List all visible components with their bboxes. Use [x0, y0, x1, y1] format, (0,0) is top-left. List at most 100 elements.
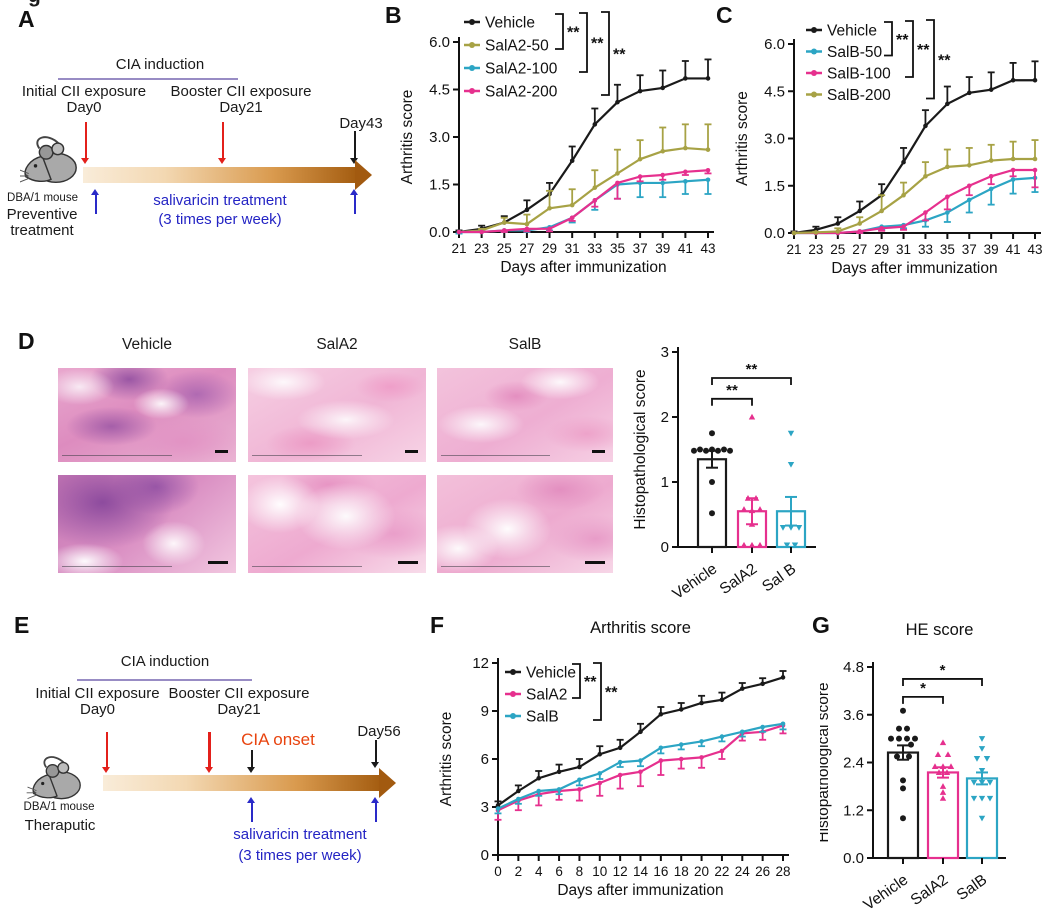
svg-text:25: 25 [497, 241, 512, 256]
svg-text:9: 9 [481, 703, 489, 720]
histology-column-title-salb: SalB [508, 336, 542, 353]
red-arrow-day0-e [102, 732, 111, 773]
histology-image-salb-row2 [437, 475, 613, 573]
svg-text:41: 41 [1006, 242, 1021, 257]
svg-text:Arthritis score: Arthritis score [438, 712, 455, 807]
cia-induction-line-a [58, 78, 238, 80]
svg-text:**: ** [605, 685, 618, 702]
svg-text:14: 14 [633, 864, 649, 879]
svg-text:4.5: 4.5 [429, 82, 450, 99]
panel-c-label: C [716, 2, 733, 28]
svg-text:23: 23 [474, 241, 489, 256]
svg-text:6: 6 [481, 751, 489, 768]
svg-text:10: 10 [592, 864, 607, 879]
treatment-frequency-e: (3 times per week) [238, 847, 362, 864]
panel-d-label: D [18, 328, 35, 354]
scale-ruler [441, 566, 551, 567]
svg-text:21: 21 [786, 242, 801, 257]
booster-exposure-a: Booster CII exposure [170, 83, 312, 100]
svg-text:2: 2 [661, 409, 669, 426]
svg-text:SalB: SalB [526, 709, 559, 726]
svg-text:21: 21 [451, 241, 466, 256]
mouse-icon-a [20, 136, 77, 184]
svg-text:41: 41 [678, 241, 693, 256]
timeline-arrowhead-e [379, 768, 396, 798]
svg-text:37: 37 [633, 241, 648, 256]
timeline-arrow-e [103, 775, 379, 791]
scale-bar [585, 561, 605, 564]
cia-induction-title-e: CIA induction [120, 653, 210, 670]
svg-text:39: 39 [655, 241, 670, 256]
panel-f-chart: Arthritis score 0 3 6 9 12 0 2 4 6 8 10 12 14 16 18 20 22… [420, 610, 802, 917]
svg-text:Vehicle: Vehicle [861, 871, 912, 914]
scale-bar [215, 450, 228, 453]
svg-text:Days after immunization: Days after immunization [831, 260, 997, 277]
svg-text:SalA2: SalA2 [526, 687, 567, 704]
svg-text:8: 8 [576, 864, 584, 879]
chart-svg-D: 0 1 2 3 Histopathological score VehicleSalA2S… [632, 344, 816, 603]
svg-text:0.0: 0.0 [429, 224, 450, 241]
panel-a-label: A [18, 6, 35, 32]
svg-text:24: 24 [735, 864, 751, 879]
panel-g-chart: HE score 0.0 1.2 2.4 3.6 4.8 Histopathological… [815, 610, 1047, 917]
svg-text:**: ** [567, 25, 580, 42]
svg-text:SalA2: SalA2 [908, 871, 952, 909]
svg-text:35: 35 [610, 241, 625, 256]
scale-ruler [252, 566, 363, 567]
svg-text:0.0: 0.0 [843, 850, 864, 867]
svg-text:1: 1 [661, 474, 669, 491]
svg-text:4.8: 4.8 [843, 659, 864, 676]
svg-text:*: * [920, 680, 926, 697]
mouse-icon-e [26, 756, 81, 800]
bar-SalB [775, 430, 807, 553]
bar-Vehicle [886, 707, 920, 864]
svg-text:1.2: 1.2 [843, 802, 864, 819]
salivaricin-treatment-e: salivaricin treatment [233, 826, 367, 843]
cia-onset-label: CIA onset [241, 730, 315, 749]
timeline-arrow-a [83, 167, 355, 183]
svg-text:SalB-100: SalB-100 [827, 66, 891, 83]
svg-text:SalA2-50: SalA2-50 [485, 38, 549, 55]
group-label-e: Theraputic [24, 817, 96, 834]
scale-bar [398, 561, 418, 564]
svg-text:29: 29 [542, 241, 557, 256]
svg-text:27: 27 [852, 242, 867, 257]
svg-text:20: 20 [694, 864, 709, 879]
day21-a: Day21 [219, 99, 263, 116]
series-SalA2-50 [456, 123, 712, 235]
svg-text:33: 33 [587, 241, 602, 256]
blue-arrow-end-a [350, 189, 359, 214]
svg-text:0: 0 [481, 847, 489, 864]
booster-exposure-e: Booster CII exposure [168, 685, 310, 702]
svg-text:39: 39 [984, 242, 999, 257]
scale-bar [592, 450, 605, 453]
panel-e-label: E [14, 612, 30, 638]
svg-text:3.6: 3.6 [843, 707, 864, 724]
panel-f-label: F [430, 612, 445, 638]
svg-text:6.0: 6.0 [429, 34, 450, 51]
scale-ruler [62, 455, 173, 456]
bar-Vehicle [691, 430, 733, 553]
svg-text:**: ** [591, 36, 604, 53]
svg-text:Days after immunization: Days after immunization [557, 882, 723, 899]
scale-ruler [62, 566, 173, 567]
svg-text:31: 31 [896, 242, 911, 257]
day56-e: Day56 [357, 723, 401, 740]
bar-SalA2 [926, 739, 960, 864]
series-SalA2-200 [456, 167, 712, 235]
blue-arrow-onset-e [247, 797, 256, 822]
svg-text:SalB-50: SalB-50 [827, 44, 883, 61]
cia-induction-line-e [77, 679, 252, 681]
svg-text:33: 33 [918, 242, 933, 257]
mouse-strain-label-a: DBA/1 mouse [7, 192, 78, 204]
svg-text:35: 35 [940, 242, 955, 257]
svg-text:1.5: 1.5 [429, 177, 450, 194]
histology-image-vehicle-row1 [58, 368, 236, 462]
svg-text:**: ** [746, 361, 758, 378]
black-arrow-cia-onset [247, 750, 256, 773]
svg-text:2.4: 2.4 [843, 755, 864, 772]
svg-text:12: 12 [472, 655, 489, 672]
svg-text:3: 3 [481, 799, 489, 816]
